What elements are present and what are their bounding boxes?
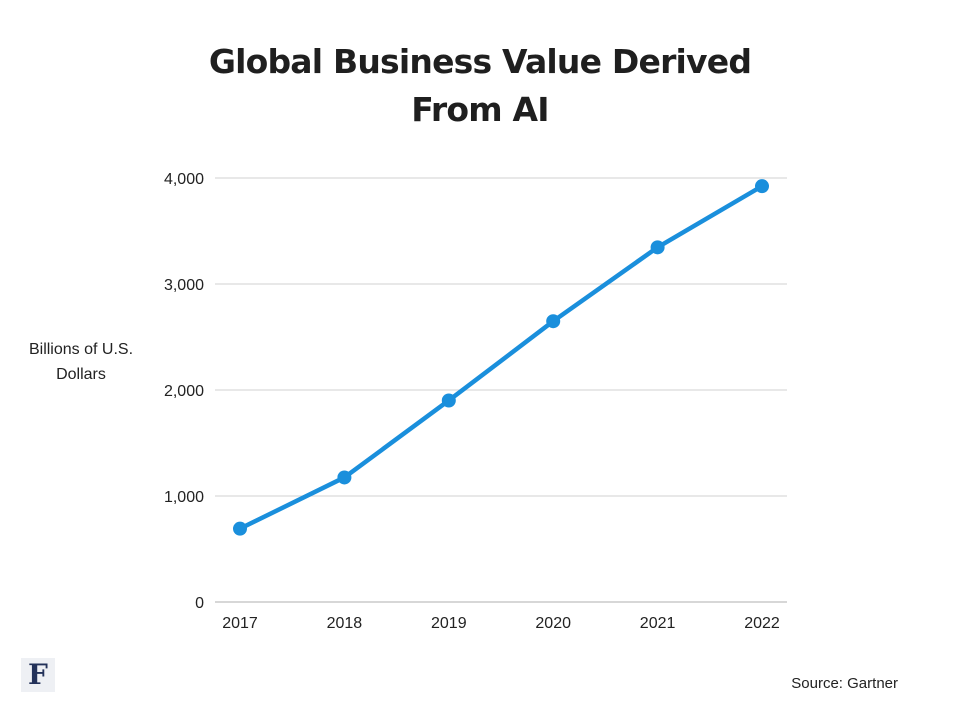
data-point bbox=[546, 314, 561, 329]
forbes-logo: F bbox=[21, 658, 55, 692]
data-point bbox=[233, 521, 247, 536]
chart-title-line-2: From AI bbox=[411, 90, 549, 129]
y-axis-label: Billions of U.S. Dollars bbox=[10, 337, 152, 387]
x-tick-label: 2018 bbox=[327, 615, 363, 632]
data-point bbox=[337, 470, 352, 485]
y-tick-label: 2,000 bbox=[164, 383, 204, 400]
y-tick-label: 3,000 bbox=[164, 277, 204, 294]
y-tick-label: 0 bbox=[195, 595, 204, 612]
chart-title-line-1: Global Business Value Derived bbox=[208, 42, 752, 81]
y-tick-label: 4,000 bbox=[164, 171, 204, 188]
x-tick-label: 2021 bbox=[640, 615, 676, 632]
y-axis-label-line-2: Dollars bbox=[56, 366, 106, 383]
source-note: Source: Gartner bbox=[791, 675, 898, 692]
x-tick-label: 2020 bbox=[535, 615, 571, 632]
x-tick-label: 2019 bbox=[431, 615, 467, 632]
y-axis-label-line-1: Billions of U.S. bbox=[28, 341, 134, 358]
series-line bbox=[237, 183, 765, 531]
data-point bbox=[755, 179, 769, 194]
chart-title: Global Business Value Derived From AI bbox=[0, 38, 960, 134]
logo-letter: F bbox=[28, 658, 48, 691]
x-tick-label: 2022 bbox=[744, 615, 780, 632]
data-point bbox=[441, 393, 456, 408]
y-tick-label: 1,000 bbox=[164, 489, 204, 506]
data-point bbox=[650, 240, 665, 255]
x-tick-label: 2017 bbox=[222, 615, 258, 632]
